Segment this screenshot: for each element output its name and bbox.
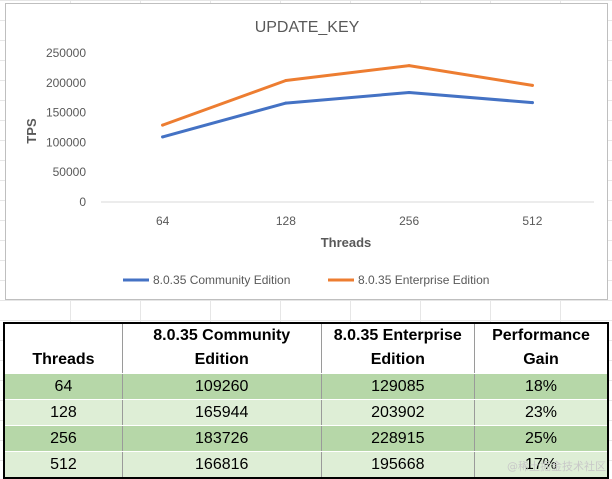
series-lines [161,64,534,139]
cell-community-tps: 183726 [121,425,322,452]
y-tick-label: 100000 [46,135,86,149]
y-tick-label: 0 [79,195,86,209]
cell-enterprise-tps: 203902 [320,399,476,426]
cell-threads: 64 [3,373,123,400]
chart-container[interactable]: UPDATE_KEY TPS Threads 250000 200000 15000… [5,3,608,300]
cell-community-tps: 165944 [121,399,322,426]
table-row: 256 183726 228915 25% [3,425,609,452]
y-tick-label: 50000 [53,165,87,179]
header-threads: Threads [3,322,123,374]
legend-label: 8.0.35 Community Edition [153,273,290,287]
cell-threads: 256 [3,425,123,452]
watermark: @稀土掘金技术社区 [507,460,606,473]
data-point [161,135,165,139]
cell-enterprise-tps: 228915 [320,425,476,452]
cell-community-tps: 166816 [121,451,322,479]
legend: 8.0.35 Community Edition 8.0.35 Enterpris… [123,273,489,287]
x-tick-label: 128 [276,214,296,228]
cell-community-tps: 109260 [121,373,322,400]
data-point [161,123,165,127]
cell-enterprise-tps: 129085 [320,373,476,400]
y-axis-title: TPS [24,118,39,144]
legend-label: 8.0.35 Enterprise Edition [358,273,489,287]
table-header-row: Threads 8.0.35 Community Edition 8.0.35 E… [3,322,609,374]
data-point [530,101,534,105]
data-point [284,101,288,105]
y-tick-labels: 250000 200000 150000 100000 50000 0 [46,46,86,209]
x-tick-label: 64 [156,214,170,228]
table-row: 64 109260 129085 18% [3,373,609,400]
chart-title: UPDATE_KEY [255,19,360,36]
y-tick-label: 150000 [46,106,86,120]
x-axis-title: Threads [321,235,372,250]
data-point [530,83,534,87]
line-chart: UPDATE_KEY TPS Threads 250000 200000 15000… [24,19,594,287]
cell-threads: 512 [3,451,123,479]
series-line-1 [161,64,534,127]
cell-performance-gain: 17% [474,451,609,479]
cell-enterprise-tps: 195668 [320,451,476,479]
x-tick-label: 512 [522,214,542,228]
cell-threads: 128 [3,399,123,426]
header-performance-gain: Performance Gain [474,322,609,374]
cell-performance-gain: 23% [474,399,609,426]
y-tick-label: 200000 [46,76,86,90]
cell-performance-gain: 18% [474,373,609,400]
table-row: 128 165944 203902 23% [3,399,609,426]
y-tick-label: 250000 [46,46,86,60]
cell-performance-gain: 25% [474,425,609,452]
data-point [407,90,411,94]
x-tick-labels: 64 128 256 512 [156,214,543,228]
data-table: Threads 8.0.35 Community Edition 8.0.35 E… [3,322,609,479]
x-tick-label: 256 [399,214,419,228]
header-enterprise-edition: 8.0.35 Enterprise Edition [320,322,476,374]
data-point [284,78,288,82]
series-line-0 [161,91,534,139]
data-point [407,64,411,68]
header-community-edition: 8.0.35 Community Edition [121,322,322,374]
